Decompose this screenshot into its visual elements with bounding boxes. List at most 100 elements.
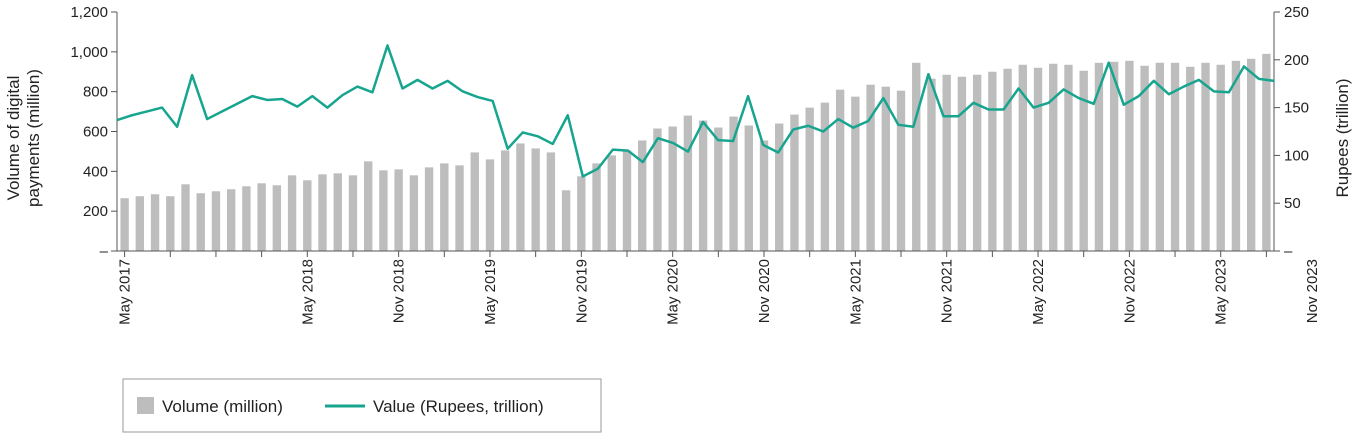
x-tick-label: Nov 2020 — [756, 259, 773, 323]
right-axis-title-group: Rupees (trillion) — [1333, 78, 1352, 197]
x-tick-label: May 2018 — [299, 259, 316, 325]
left-axis-title: Volume of digitalpayments (million) — [4, 69, 43, 207]
volume-bar — [561, 190, 571, 251]
volume-bar — [272, 185, 282, 251]
volume-bar — [714, 127, 723, 251]
legend-volume-swatch — [137, 397, 154, 414]
volume-bar — [1049, 63, 1058, 251]
volume-bar — [1231, 60, 1241, 251]
volume-bar — [592, 163, 601, 251]
volume-bar — [531, 148, 540, 251]
volume-bar — [683, 115, 693, 251]
volume-bar — [1018, 64, 1027, 251]
volume-bar — [1079, 70, 1088, 251]
volume-bar — [790, 114, 799, 251]
x-tick-label: Nov 2023 — [1304, 259, 1321, 323]
volume-bar — [318, 174, 327, 251]
volume-bar — [972, 74, 982, 252]
volume-bar — [379, 170, 388, 251]
volume-bar — [516, 143, 525, 251]
volume-bar — [181, 184, 190, 251]
x-tick-label: May 2017 — [117, 259, 134, 325]
volume-bar — [653, 128, 662, 251]
volume-bar — [729, 116, 738, 251]
volume-bar — [668, 126, 677, 251]
volume-bar — [1170, 62, 1180, 251]
volume-bar — [364, 161, 373, 252]
volume-bar — [546, 152, 556, 251]
volume-bar — [1109, 61, 1119, 251]
volume-bar — [1186, 66, 1195, 252]
x-tick-label: Nov 2021 — [939, 259, 956, 323]
legend: Volume (million) Value (Rupees, trillion… — [122, 378, 602, 433]
volume-bar — [257, 183, 266, 251]
x-tick-label: Nov 2018 — [391, 259, 408, 323]
volume-bar — [120, 198, 129, 251]
x-tick-label: May 2023 — [1213, 259, 1230, 325]
volume-bar — [622, 150, 632, 251]
volume-bar — [638, 140, 647, 251]
left-axis-title-group: Volume of digitalpayments (million) — [4, 69, 43, 207]
volume-bar — [820, 102, 830, 252]
x-tick-label: May 2020 — [665, 259, 682, 325]
volume-bar — [912, 62, 921, 251]
volume-bar — [988, 71, 997, 251]
volume-bar — [333, 173, 342, 251]
volume-bar — [1201, 62, 1210, 251]
volume-bar — [942, 74, 951, 252]
right-tick-label: 150 — [1284, 100, 1309, 117]
volume-bar — [287, 175, 297, 251]
volume-bar — [501, 150, 510, 251]
volume-bar — [805, 107, 814, 251]
volume-bar — [577, 176, 586, 251]
volume-bar — [303, 180, 312, 251]
volume-bar — [759, 140, 769, 251]
x-tick-label: May 2021 — [847, 259, 864, 325]
volume-bar — [1140, 65, 1149, 251]
volume-bar — [211, 191, 221, 251]
plot-area: – 200 400 600 800 1,000 1,200 – 50 100 150 200 250 Ma… — [70, 4, 1321, 325]
legend-volume-label: Volume (million) — [162, 397, 283, 416]
volume-bar — [1262, 53, 1271, 251]
legend-value-label: Value (Rupees, trillion) — [373, 397, 544, 416]
volume-bar — [1125, 60, 1134, 251]
volume-bar — [166, 196, 175, 251]
x-tick-label: May 2019 — [482, 259, 499, 325]
x-tick-label: Nov 2022 — [1121, 259, 1138, 323]
volume-bar — [927, 78, 936, 251]
volume-bar — [348, 175, 358, 251]
volume-bar — [394, 169, 403, 251]
volume-bar — [196, 193, 205, 251]
left-tick-label: 600 — [83, 124, 108, 141]
right-tick-label: – — [1284, 243, 1293, 260]
volume-bar — [896, 90, 906, 251]
volume-bar — [440, 163, 449, 251]
x-tick-label: May 2022 — [1030, 259, 1047, 325]
value-line — [116, 44, 1275, 178]
left-tick-label: 1,200 — [70, 4, 108, 21]
volume-bar — [775, 123, 784, 251]
volume-bar — [409, 175, 419, 251]
volume-bar — [242, 186, 251, 251]
volume-bar — [135, 196, 145, 251]
right-axis-title: Rupees (trillion) — [1333, 78, 1352, 197]
right-tick-label: 100 — [1284, 147, 1309, 164]
volume-bar — [1003, 68, 1012, 251]
right-tick-label: 250 — [1284, 4, 1309, 21]
volume-bar — [1246, 58, 1256, 251]
volume-bar — [698, 120, 708, 251]
right-tick-label: 50 — [1284, 195, 1301, 212]
right-tick-label: 200 — [1284, 52, 1309, 69]
volume-bar — [470, 152, 479, 251]
volume-bar — [744, 125, 753, 251]
volume-bar — [150, 194, 160, 251]
left-tick-label: 200 — [83, 203, 108, 220]
volume-bar — [455, 165, 464, 251]
volume-bar — [866, 84, 875, 251]
volume-bar — [1155, 62, 1165, 251]
volume-bar — [881, 86, 890, 251]
volume-bar — [485, 159, 495, 251]
volume-bar — [424, 167, 434, 251]
left-tick-label: – — [100, 243, 109, 260]
volume-bar — [1216, 64, 1225, 251]
